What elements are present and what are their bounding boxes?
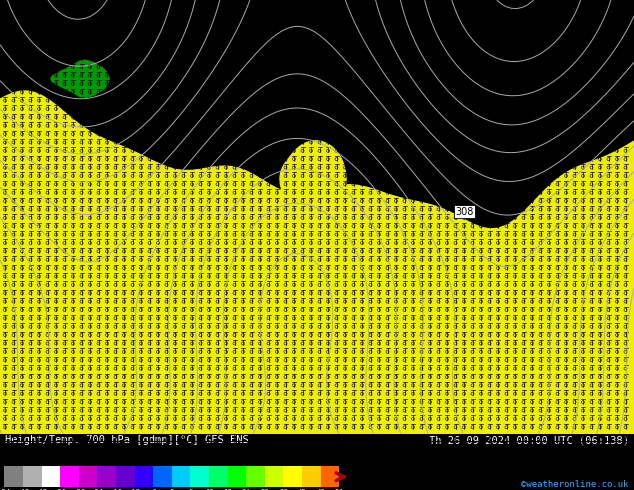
Bar — [116, 466, 134, 487]
Bar — [42, 466, 60, 487]
Text: ©weatheronline.co.uk: ©weatheronline.co.uk — [521, 480, 629, 490]
Bar — [134, 466, 153, 487]
Bar — [172, 466, 190, 487]
Bar — [190, 466, 209, 487]
Bar — [265, 466, 283, 487]
Bar — [4, 466, 23, 487]
Bar — [321, 466, 339, 487]
Bar — [23, 466, 42, 487]
Bar — [302, 466, 321, 487]
Text: Height/Temp. 700 hPa [gdmp][°C] GFS ENS: Height/Temp. 700 hPa [gdmp][°C] GFS ENS — [5, 435, 249, 445]
Bar — [283, 466, 302, 487]
Text: 308: 308 — [455, 207, 474, 217]
Bar — [246, 466, 265, 487]
Bar — [228, 466, 246, 487]
Bar — [153, 466, 172, 487]
Bar — [60, 466, 79, 487]
Bar — [79, 466, 98, 487]
Text: Th 26-09-2024 00:00 UTC (06+138): Th 26-09-2024 00:00 UTC (06+138) — [429, 435, 629, 445]
Bar — [98, 466, 116, 487]
Bar — [209, 466, 228, 487]
Polygon shape — [280, 141, 346, 218]
Polygon shape — [51, 60, 109, 98]
